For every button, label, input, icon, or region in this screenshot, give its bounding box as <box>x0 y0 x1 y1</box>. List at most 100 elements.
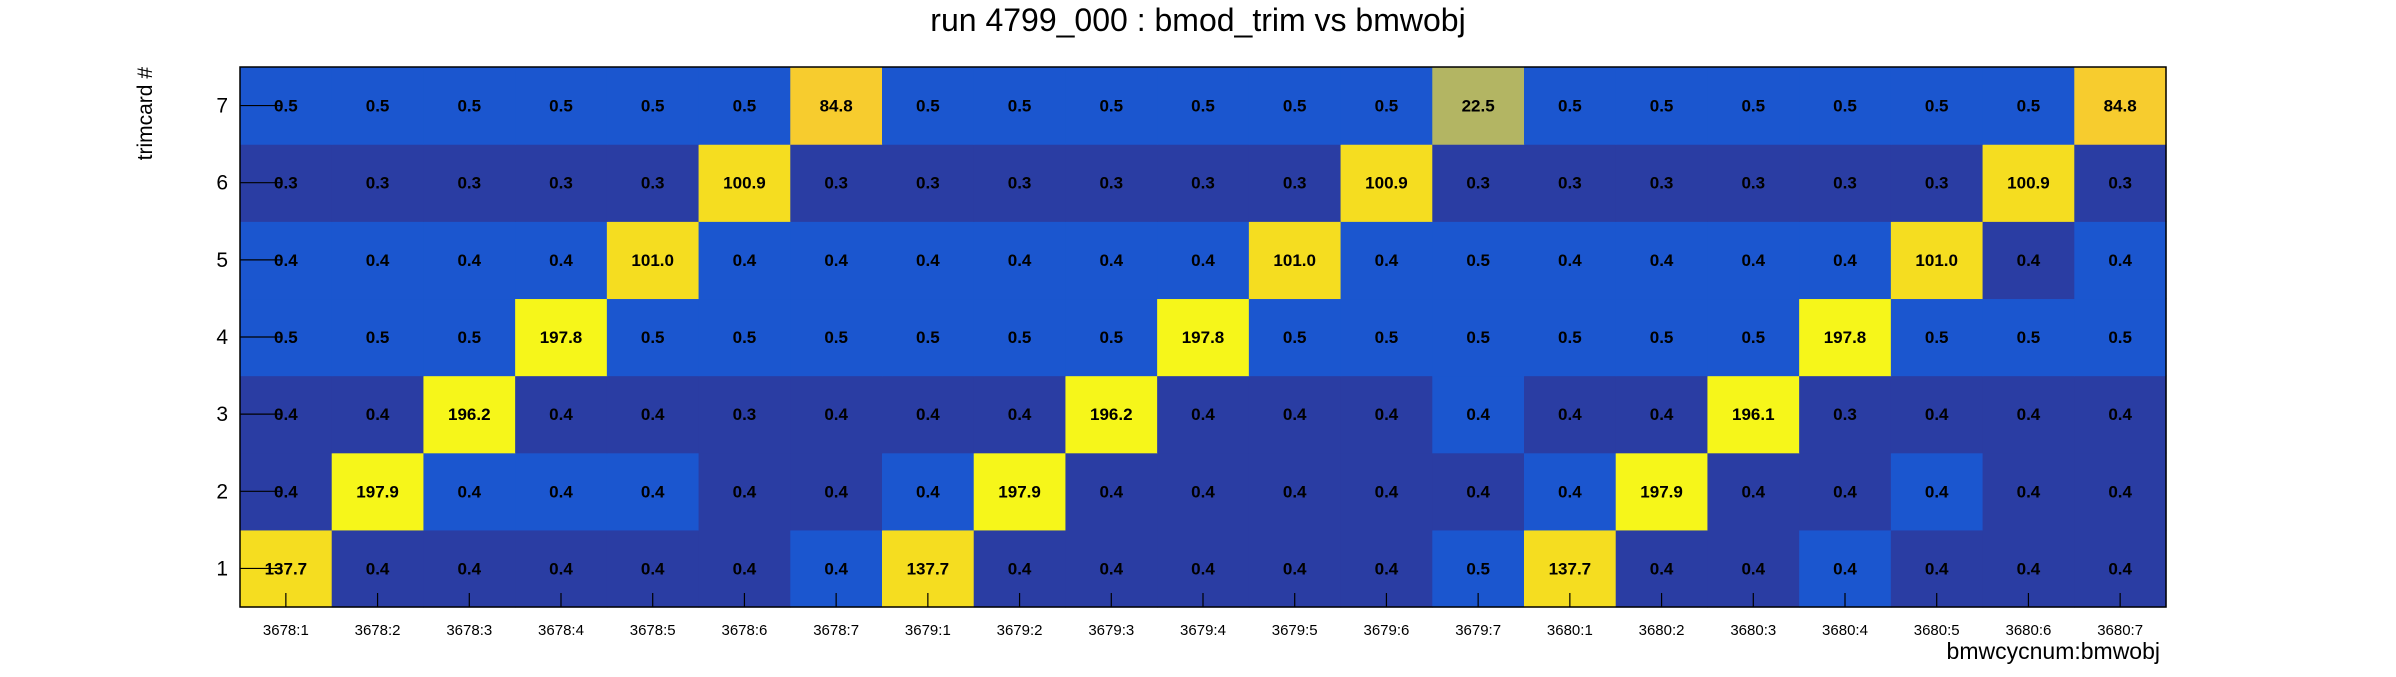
heatmap-cell <box>515 67 608 145</box>
heatmap-cell <box>882 375 975 454</box>
cell-value-label: 197.8 <box>1182 328 1225 347</box>
heatmap-cell <box>606 375 700 454</box>
x-tick-label: 3680:6 <box>2005 622 2051 639</box>
cell-value-label: 196.1 <box>1732 405 1775 424</box>
heatmap-cell <box>973 221 1067 300</box>
heatmap-cell <box>1432 375 1525 454</box>
cell-value-label: 0.4 <box>549 405 573 424</box>
x-tick-label: 3679:5 <box>1272 622 1318 639</box>
heatmap-cell <box>1982 67 2075 145</box>
cell-value-label: 0.5 <box>274 97 298 116</box>
cell-value-label: 0.5 <box>2017 97 2041 116</box>
cell-value-label: 0.5 <box>733 328 757 347</box>
cell-value-label: 0.5 <box>2108 328 2132 347</box>
cell-value-label: 197.9 <box>1640 482 1683 501</box>
heatmap-cell <box>790 298 883 377</box>
cell-value-label: 0.4 <box>2108 559 2132 578</box>
heatmap-cell <box>1707 298 1800 377</box>
heatmap-cell <box>606 221 700 300</box>
heatmap-cell <box>1065 375 1158 454</box>
y-tick-label: 3 <box>216 403 228 426</box>
cell-value-label: 0.4 <box>1833 251 1857 270</box>
heatmap-cell <box>1248 375 1342 454</box>
x-tick-label: 3678:7 <box>813 622 859 639</box>
cell-value-label: 196.2 <box>1090 405 1133 424</box>
cell-value-label: 197.8 <box>540 328 583 347</box>
cell-value-label: 22.5 <box>1462 97 1495 116</box>
cell-value-label: 0.4 <box>1558 251 1582 270</box>
heatmap-cell <box>423 67 516 145</box>
x-tick-label: 3680:2 <box>1639 622 1685 639</box>
x-tick-label: 3679:4 <box>1180 622 1226 639</box>
cell-value-label: 0.5 <box>1008 97 1032 116</box>
y-tick-label: 1 <box>216 557 228 580</box>
heatmap-cell <box>606 67 700 145</box>
cell-value-label: 0.5 <box>824 328 848 347</box>
cell-value-label: 0.4 <box>2108 251 2132 270</box>
cell-value-label: 0.4 <box>824 251 848 270</box>
cell-value-label: 0.4 <box>1925 482 1949 501</box>
cell-value-label: 0.5 <box>1466 559 1490 578</box>
cell-value-label: 0.4 <box>1191 559 1215 578</box>
heatmap-cell <box>1248 144 1342 222</box>
heatmap-cell <box>1890 375 1984 454</box>
cell-value-label: 0.5 <box>1741 328 1765 347</box>
cell-value-label: 0.3 <box>1099 174 1123 193</box>
cell-value-label: 0.4 <box>641 482 665 501</box>
heatmap-cell <box>1065 221 1158 300</box>
heatmap-cell <box>1157 221 1250 300</box>
cell-value-label: 84.8 <box>820 97 853 116</box>
cell-value-label: 0.4 <box>1650 559 1674 578</box>
cell-value-label: 0.5 <box>641 97 665 116</box>
heatmap-cell <box>1707 144 1800 222</box>
heatmap-cell <box>515 452 608 531</box>
heatmap-cell <box>1524 452 1617 531</box>
cell-value-label: 0.4 <box>366 559 390 578</box>
heatmap-cell <box>1982 144 2075 222</box>
heatmap-cell <box>423 452 516 531</box>
cell-value-label: 0.4 <box>274 482 298 501</box>
cell-value-label: 0.4 <box>1099 251 1123 270</box>
heatmap-cell <box>882 67 975 145</box>
cell-value-label: 137.7 <box>265 559 308 578</box>
heatmap-cell <box>331 144 425 222</box>
x-tick-label: 3678:5 <box>630 622 676 639</box>
heatmap-cell <box>1248 221 1342 300</box>
cell-value-label: 0.5 <box>1099 97 1123 116</box>
x-tick-label: 3678:6 <box>721 622 767 639</box>
heatmap-cell <box>1707 375 1800 454</box>
cell-value-label: 0.4 <box>1558 482 1582 501</box>
heatmap-cell <box>423 144 516 222</box>
heatmap-cell <box>1982 221 2075 300</box>
x-axis-ticks: 3678:1 3678:2 3678:3 3678:4 3678:5 3678:6 3678… <box>263 593 2143 639</box>
heatmap-cell <box>1432 298 1525 377</box>
cell-value-label: 100.9 <box>723 174 766 193</box>
heatmap-cell <box>973 144 1067 222</box>
heatmap-cell <box>882 221 975 300</box>
cell-value-label: 0.5 <box>1558 97 1582 116</box>
cell-value-label: 0.3 <box>824 174 848 193</box>
cell-value-label: 0.4 <box>824 405 848 424</box>
cell-value-label: 0.3 <box>916 174 940 193</box>
cell-value-label: 0.4 <box>366 251 390 270</box>
heatmap-cell <box>1799 375 1892 454</box>
heatmap-cell <box>1799 298 1892 377</box>
cell-value-label: 0.4 <box>1191 251 1215 270</box>
x-tick-label: 3678:4 <box>538 622 584 639</box>
cell-value-label: 0.4 <box>1283 559 1307 578</box>
cell-value-label: 0.4 <box>1650 405 1674 424</box>
cell-value-label: 0.5 <box>1099 328 1123 347</box>
heatmap-cell <box>1799 452 1892 531</box>
heatmap-cell <box>606 452 700 531</box>
heatmap-cell <box>698 298 791 377</box>
y-tick-label: 6 <box>216 172 228 195</box>
heatmap-cell <box>1157 375 1250 454</box>
x-tick-label: 3678:2 <box>355 622 401 639</box>
heatmap-cell <box>1615 452 1709 531</box>
y-tick-label: 2 <box>216 480 228 503</box>
cell-value-label: 0.3 <box>366 174 390 193</box>
x-tick-label: 3680:5 <box>1914 622 1960 639</box>
cell-value-label: 137.7 <box>1549 559 1592 578</box>
cell-value-label: 0.4 <box>1925 559 1949 578</box>
